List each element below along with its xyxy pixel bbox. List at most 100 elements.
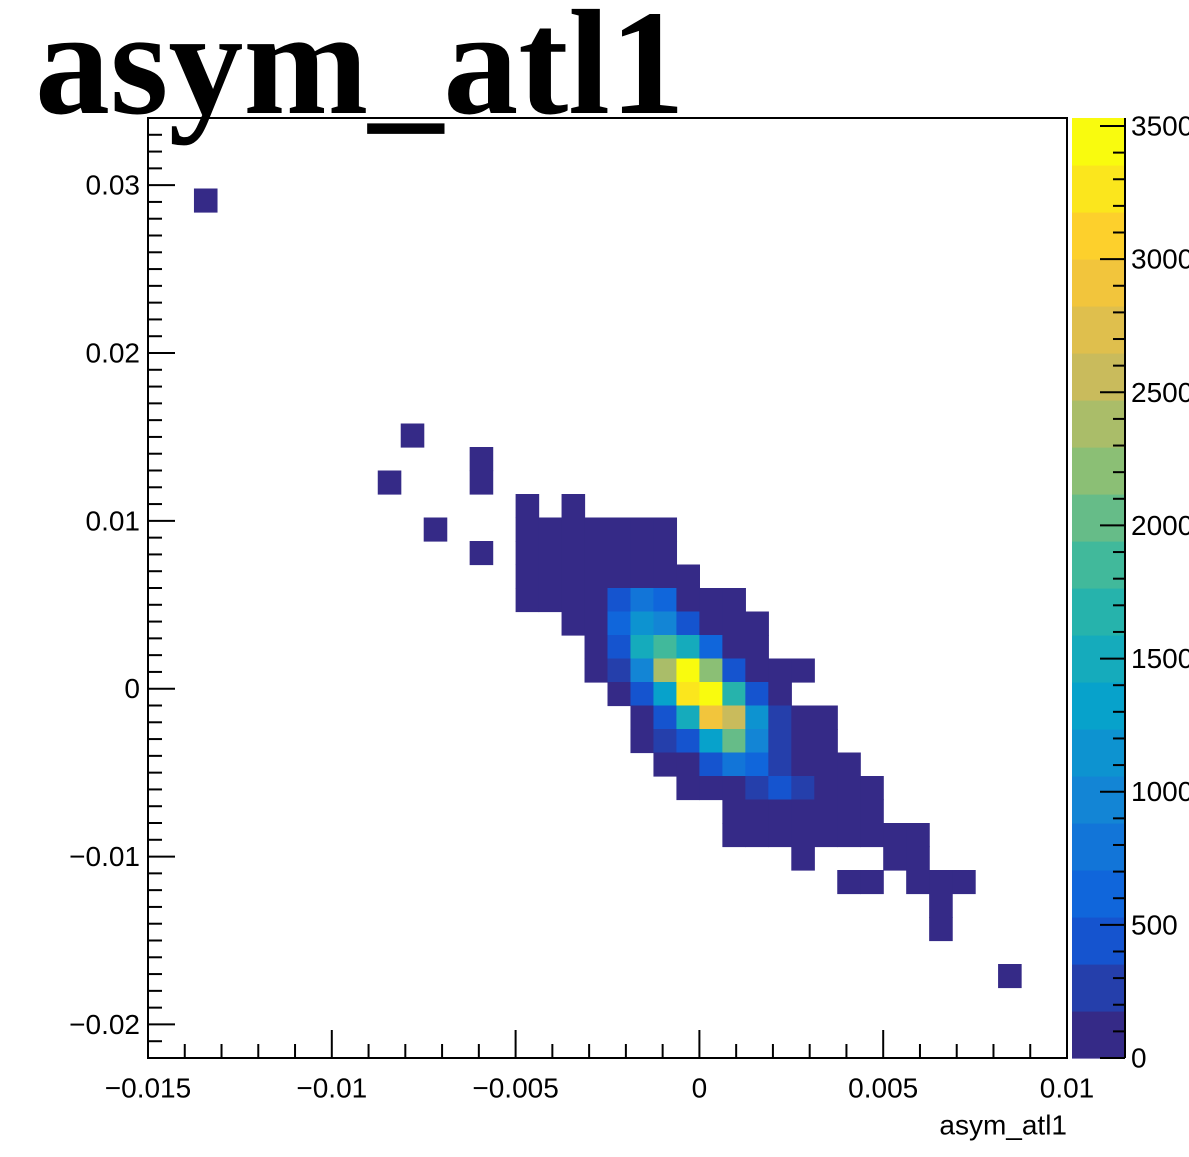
cell [699, 705, 723, 730]
cell [630, 635, 655, 660]
cell [653, 752, 678, 777]
cell [193, 188, 218, 213]
colorbar-tick-label: 2500 [1131, 377, 1189, 408]
cell [630, 658, 655, 683]
cell [699, 776, 723, 801]
cell [906, 846, 930, 871]
cell [538, 517, 563, 542]
cell [791, 823, 815, 848]
cell [837, 870, 861, 895]
cell [538, 588, 563, 613]
x-tick-label: 0.005 [848, 1073, 918, 1104]
cell [584, 611, 609, 636]
cell [653, 517, 678, 542]
cell [768, 658, 792, 683]
cell [814, 799, 838, 824]
cell [906, 870, 930, 895]
colorbar-band [1072, 588, 1125, 636]
cell [676, 611, 700, 636]
cell [400, 423, 425, 448]
cell [745, 799, 769, 824]
cell [630, 705, 655, 730]
cell [929, 893, 953, 918]
colorbar-tick-label: 1000 [1131, 776, 1189, 807]
cell [768, 776, 792, 801]
cell [561, 588, 586, 613]
cell [630, 682, 655, 707]
cell [469, 470, 494, 495]
cell [745, 658, 769, 683]
cell [745, 611, 769, 636]
cell [791, 776, 815, 801]
x-tick-label: −0.005 [472, 1073, 558, 1104]
cell [653, 682, 678, 707]
cell [676, 776, 700, 801]
cell [607, 588, 632, 613]
colorbar-band [1072, 823, 1125, 871]
cell [814, 776, 838, 801]
cell [630, 611, 655, 636]
cell [745, 635, 769, 660]
cell [860, 776, 884, 801]
y-tick-label: 0 [124, 673, 140, 704]
cell [768, 705, 792, 730]
cell [814, 823, 838, 848]
cell [745, 823, 769, 848]
cell [814, 752, 838, 777]
cell [722, 611, 746, 636]
cell [538, 564, 563, 589]
cell [699, 658, 723, 683]
cell [676, 705, 700, 730]
cell [722, 752, 746, 777]
cell [561, 517, 586, 542]
cell [814, 705, 838, 730]
cell [653, 588, 678, 613]
cell [676, 635, 700, 660]
cell [998, 964, 1022, 989]
cell [722, 799, 746, 824]
cell [906, 823, 930, 848]
cell [630, 517, 655, 542]
cell [561, 494, 586, 519]
cell [584, 564, 609, 589]
cell [860, 870, 884, 895]
cell [699, 729, 723, 754]
cell [791, 729, 815, 754]
colorbar-band [1072, 776, 1125, 824]
cell [653, 564, 678, 589]
cell [814, 729, 838, 754]
cell [722, 588, 746, 613]
cell [837, 799, 861, 824]
cell [699, 682, 723, 707]
cell [837, 776, 861, 801]
cell [745, 705, 769, 730]
cell [745, 776, 769, 801]
cell [768, 823, 792, 848]
cell [745, 752, 769, 777]
cell [722, 823, 746, 848]
cell [745, 729, 769, 754]
cell [883, 846, 907, 871]
cell [722, 705, 746, 730]
cell [722, 776, 746, 801]
x-axis-title: asym_atl1 [939, 1110, 1067, 1141]
cell [952, 870, 976, 895]
colorbar-band [1072, 353, 1125, 401]
cell [607, 517, 632, 542]
colorbar-band [1072, 259, 1125, 307]
cell [607, 564, 632, 589]
cell [699, 752, 723, 777]
cell [607, 541, 632, 566]
cell [791, 799, 815, 824]
colorbar-tick-label: 500 [1131, 909, 1178, 940]
cell [630, 588, 655, 613]
colorbar-band [1072, 541, 1125, 589]
colorbar-tick-label: 3000 [1131, 244, 1189, 275]
cell [561, 611, 586, 636]
cell [607, 658, 632, 683]
cell [584, 635, 609, 660]
cell [676, 682, 700, 707]
x-tick-label: 0 [692, 1073, 708, 1104]
colorbar-band [1072, 682, 1125, 730]
cell [768, 752, 792, 777]
